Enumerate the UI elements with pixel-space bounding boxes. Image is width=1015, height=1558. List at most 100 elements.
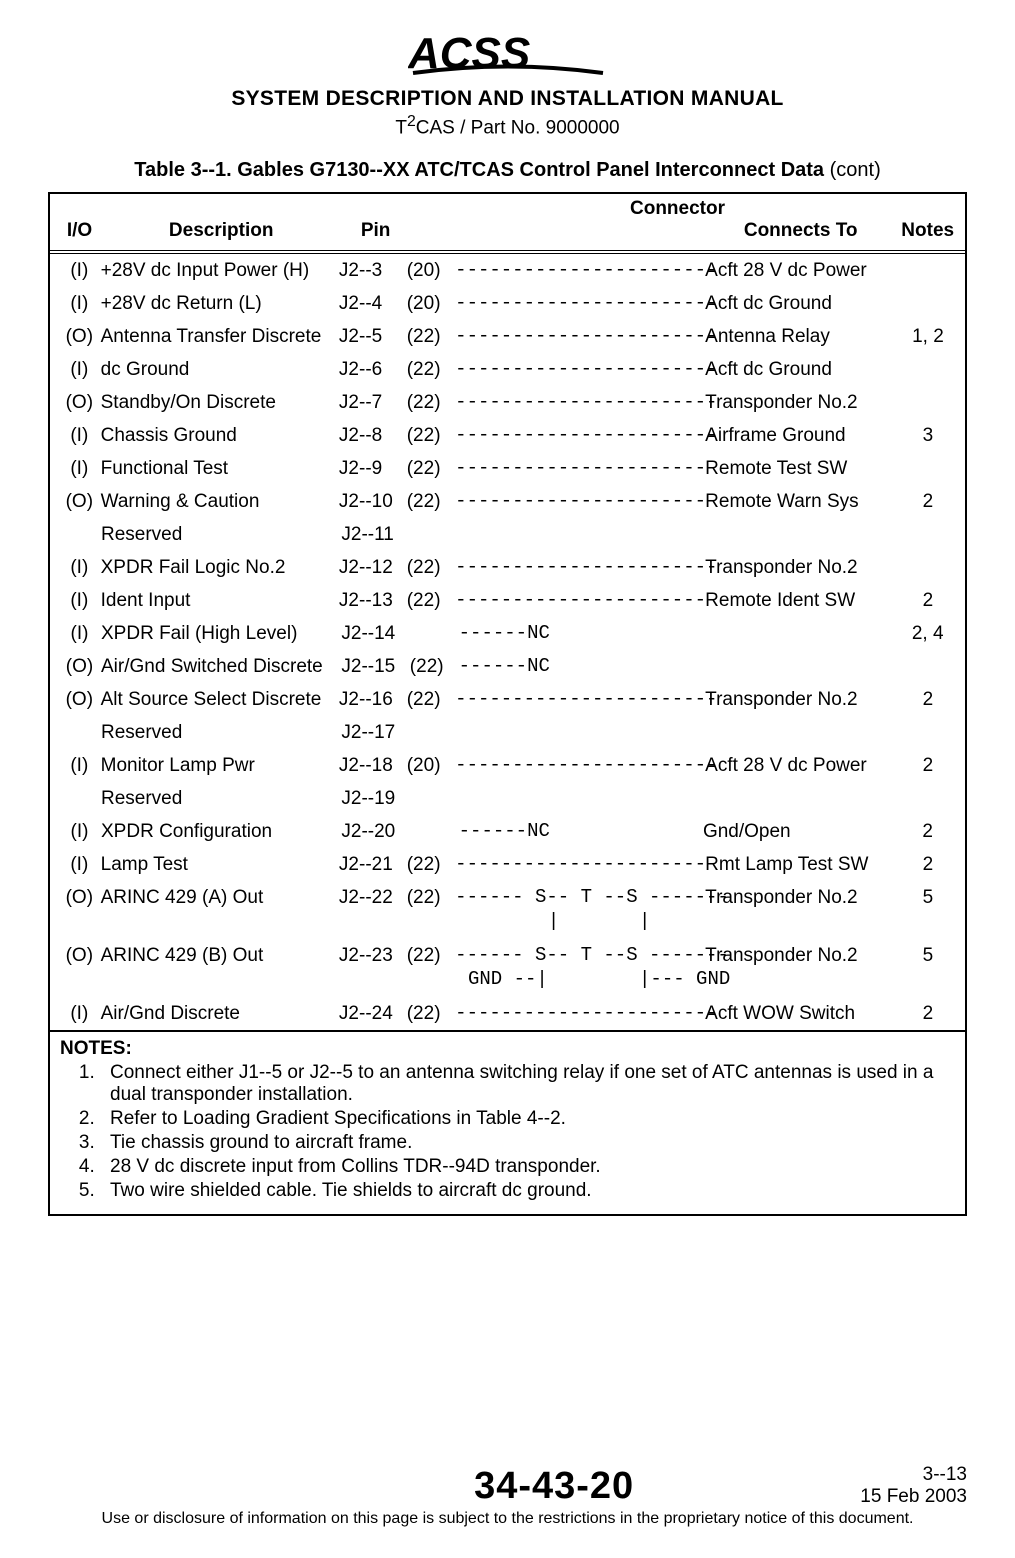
cell-conn: Rmt Lamp Test SW: [705, 855, 899, 874]
cell-pin: J2--3: [339, 261, 407, 280]
cell-awg: (22): [407, 888, 455, 907]
table-row: ReservedJ2--19: [50, 782, 965, 815]
cell-io: (O): [58, 690, 101, 709]
cell-notes: 2: [899, 492, 957, 511]
cell-desc: Air/Gnd Switched Discrete: [101, 657, 341, 676]
table-body: (I)+28V dc Input Power (H)J2--3(20)-----…: [50, 254, 965, 1030]
table-row: (I)Lamp TestJ2--21(22)------------------…: [50, 848, 965, 881]
part-rest: CAS / Part No. 9000000: [416, 117, 620, 138]
cell-conn: Gnd/Open: [703, 822, 898, 841]
cell-desc: Lamp Test: [101, 855, 339, 874]
cell-io: (I): [58, 360, 101, 379]
cell-awg: (20): [407, 261, 455, 280]
head-description: Description: [101, 220, 341, 242]
cell-desc: ARINC 429 (B) Out: [101, 946, 339, 965]
head-io: I/O: [58, 220, 101, 242]
table-row-sub: | |: [50, 910, 965, 939]
cell-io: (I): [58, 459, 101, 478]
cell-mid: ------NC: [459, 657, 703, 676]
cell-notes: 2: [899, 855, 957, 874]
part-line: T2CAS / Part No. 9000000: [48, 113, 967, 139]
note-item: 28 V dc discrete input from Collins TDR-…: [100, 1156, 955, 1178]
table-row: (I)XPDR Fail (High Level)J2--14------NC2…: [50, 617, 965, 650]
cell-conn: Antenna Relay: [705, 327, 899, 346]
cell-desc: Reserved: [101, 723, 341, 742]
notes-list: Connect either J1--5 or J2--5 to an ante…: [100, 1062, 955, 1202]
cell-io: (O): [58, 946, 101, 965]
cell-pin: J2--22: [339, 888, 407, 907]
cell-desc: Standby/On Discrete: [101, 393, 339, 412]
cell-desc: Antenna Transfer Discrete: [101, 327, 339, 346]
cell-pin: J2--13: [339, 591, 407, 610]
cell-conn: Transponder No.2: [705, 558, 899, 577]
logo: ACSS: [48, 30, 967, 81]
cell-mid-sub: | |: [468, 910, 718, 932]
cell-io: (I): [58, 261, 101, 280]
cell-awg: (22): [407, 690, 455, 709]
cell-desc: Functional Test: [101, 459, 339, 478]
cell-desc: XPDR Fail Logic No.2: [101, 558, 339, 577]
table-row-sub: GND --| |--- GND: [50, 968, 965, 997]
cell-conn: Remote Warn Sys: [705, 492, 899, 511]
table-row: (I)Monitor Lamp PwrJ2--18(20)-----------…: [50, 749, 965, 782]
cell-conn: Airframe Ground: [705, 426, 899, 445]
cell-desc: Ident Input: [101, 591, 339, 610]
cell-awg: (22): [407, 360, 455, 379]
table-row: (I)Air/Gnd DiscreteJ2--24(22)-----------…: [50, 997, 965, 1030]
page-footer: 34-43-20 3--13 15 Feb 2003 Use or disclo…: [48, 1464, 967, 1528]
cell-mid: ------NC: [459, 624, 703, 643]
cell-awg: (22): [410, 657, 459, 676]
cell-pin: J2--16: [339, 690, 407, 709]
cell-mid: -----------------------: [455, 393, 705, 412]
cell-mid: -----------------------: [455, 294, 705, 313]
cell-pin: J2--23: [339, 946, 407, 965]
cell-desc: Chassis Ground: [101, 426, 339, 445]
table-row: (I)Ident InputJ2--13(22)----------------…: [50, 584, 965, 617]
cell-mid: ------NC: [459, 822, 703, 841]
cell-awg: (22): [407, 459, 455, 478]
table-row: (I)XPDR ConfigurationJ2--20------NCGnd/O…: [50, 815, 965, 848]
cell-io: (I): [58, 855, 101, 874]
table-row: (O)Alt Source Select DiscreteJ2--16(22)-…: [50, 683, 965, 716]
cell-notes: 2, 4: [898, 624, 957, 643]
cell-mid: ------ S-- T --S -------: [455, 888, 705, 907]
footer-section: 34-43-20: [474, 1465, 634, 1508]
cell-desc: Reserved: [101, 525, 341, 544]
cell-io: (I): [58, 1004, 101, 1023]
cell-desc: Warning & Caution: [101, 492, 339, 511]
cell-conn: Remote Test SW: [705, 459, 899, 478]
table-title: Table 3--1. Gables G7130--XX ATC/TCAS Co…: [48, 159, 967, 182]
cell-awg: (22): [407, 946, 455, 965]
part-prefix: T: [395, 117, 407, 138]
acss-logo-icon: ACSS: [408, 30, 608, 76]
cell-notes: 3: [899, 426, 957, 445]
cell-notes: 2: [899, 1004, 957, 1023]
cell-awg: (22): [407, 426, 455, 445]
cell-mid: -----------------------: [455, 1004, 705, 1023]
table-title-suffix: (cont): [824, 159, 881, 181]
cell-io: (O): [58, 888, 101, 907]
notes-title: NOTES:: [60, 1038, 132, 1059]
cell-mid: ------ S-- T --S -------: [455, 946, 705, 965]
cell-awg: (22): [407, 492, 455, 511]
cell-mid: -----------------------: [455, 492, 705, 511]
cell-io: (I): [58, 624, 101, 643]
footer-disclaimer: Use or disclosure of information on this…: [48, 1510, 967, 1528]
footer-right: 3--13 15 Feb 2003: [860, 1464, 967, 1508]
cell-mid: -----------------------: [455, 855, 705, 874]
cell-io: (I): [58, 558, 101, 577]
cell-awg: (22): [407, 327, 455, 346]
cell-mid: -----------------------: [455, 558, 705, 577]
cell-conn: Acft dc Ground: [705, 294, 899, 313]
cell-io: (I): [58, 426, 101, 445]
cell-pin: J2--9: [339, 459, 407, 478]
cell-awg: (20): [407, 294, 455, 313]
note-item: Tie chassis ground to aircraft frame.: [100, 1132, 955, 1154]
cell-conn: Acft 28 V dc Power: [705, 261, 899, 280]
cell-mid: -----------------------: [455, 360, 705, 379]
cell-io: (I): [58, 591, 101, 610]
cell-awg: (20): [407, 756, 455, 775]
head-connector-label: Connector: [630, 198, 725, 219]
cell-pin: J2--18: [339, 756, 407, 775]
cell-mid: -----------------------: [455, 756, 705, 775]
